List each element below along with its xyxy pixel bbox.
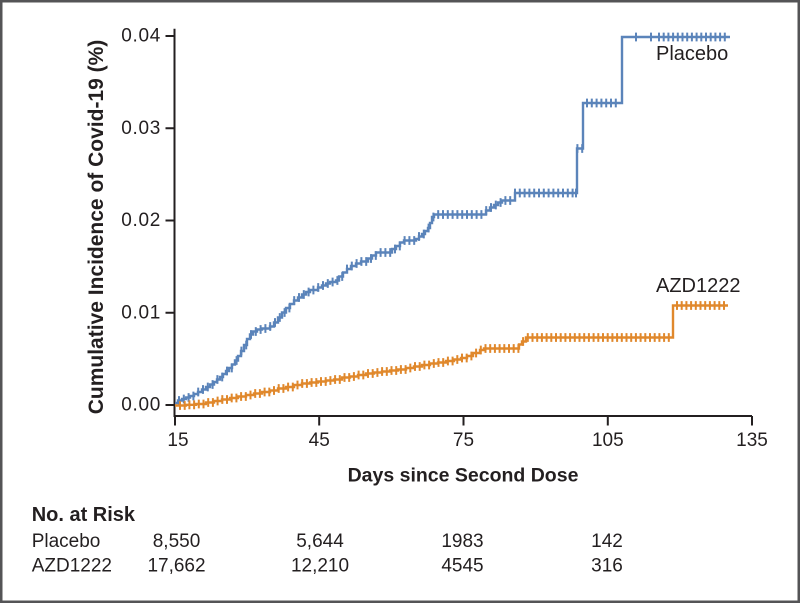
svg-text:105: 105 <box>592 430 624 451</box>
svg-text:5,644: 5,644 <box>296 531 344 552</box>
svg-text:0.01: 0.01 <box>121 302 161 323</box>
svg-text:75: 75 <box>453 430 474 451</box>
svg-text:AZD1222: AZD1222 <box>32 556 112 577</box>
svg-text:Cumulative Incidence of Covid-: Cumulative Incidence of Covid-19 (%) <box>85 40 108 415</box>
svg-text:12,210: 12,210 <box>291 556 349 577</box>
svg-text:15: 15 <box>167 430 188 451</box>
svg-text:142: 142 <box>591 531 623 552</box>
svg-text:AZD1222: AZD1222 <box>656 275 741 297</box>
svg-text:4545: 4545 <box>441 556 483 577</box>
svg-text:17,662: 17,662 <box>147 556 205 577</box>
svg-text:0.02: 0.02 <box>121 210 161 231</box>
svg-text:0.00: 0.00 <box>121 395 161 416</box>
svg-text:Placebo: Placebo <box>32 531 101 552</box>
svg-text:45: 45 <box>309 430 330 451</box>
svg-text:135: 135 <box>736 430 768 451</box>
svg-text:Days since Second Dose: Days since Second Dose <box>348 465 579 487</box>
svg-text:Placebo: Placebo <box>656 43 728 65</box>
svg-text:8,550: 8,550 <box>153 531 201 552</box>
svg-text:0.03: 0.03 <box>121 118 161 139</box>
svg-text:1983: 1983 <box>441 531 483 552</box>
svg-text:316: 316 <box>591 556 623 577</box>
svg-text:No. at Risk: No. at Risk <box>32 504 136 526</box>
svg-text:0.04: 0.04 <box>121 26 161 47</box>
